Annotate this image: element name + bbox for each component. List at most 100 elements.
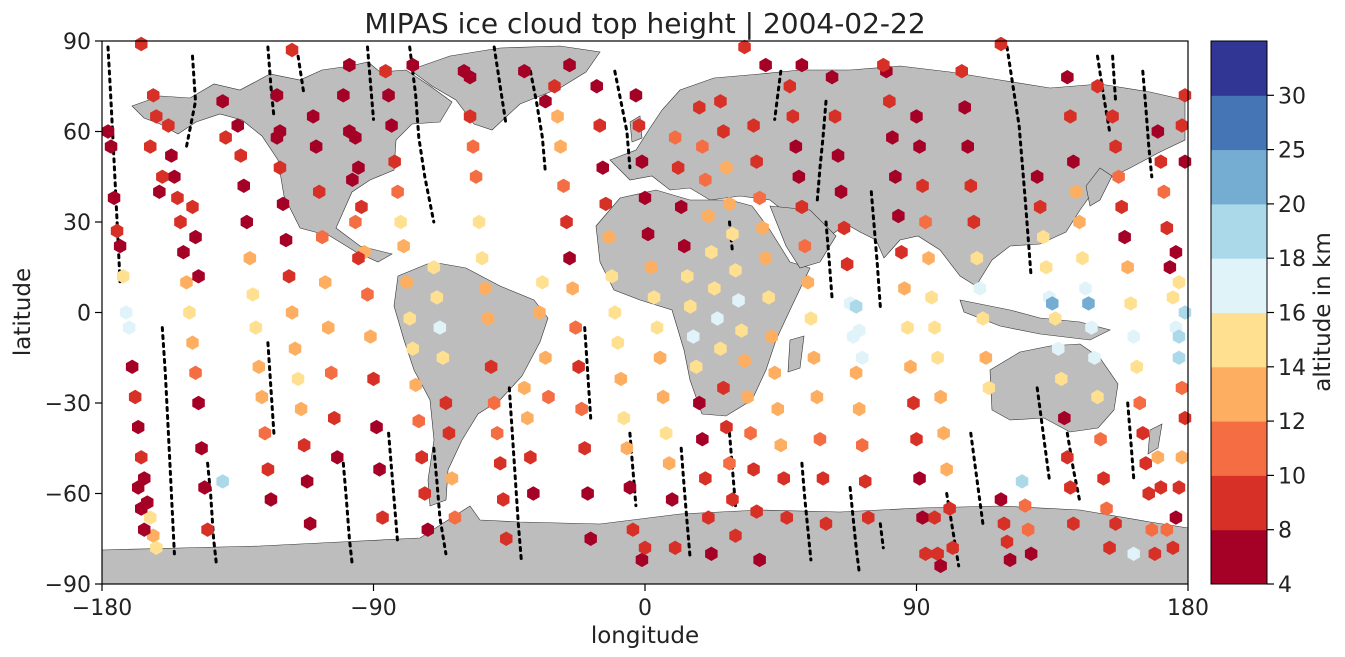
cloud-top-marker — [840, 257, 854, 272]
cloud-top-marker — [656, 389, 670, 405]
cloud-top-marker — [328, 410, 341, 426]
y-tick-label: 0 — [77, 302, 91, 327]
cloud-top-marker — [702, 208, 715, 224]
cloud-top-marker — [240, 214, 253, 230]
no-cloud-track — [815, 99, 828, 206]
cloud-top-marker — [400, 275, 413, 290]
cloud-top-marker — [774, 438, 787, 453]
cloud-top-marker — [258, 426, 272, 441]
cloud-top-marker — [747, 118, 760, 133]
cloud-top-marker — [901, 320, 914, 335]
cloud-top-marker — [856, 438, 869, 453]
colorbar-segment — [1211, 529, 1267, 585]
cloud-top-marker — [331, 450, 344, 465]
cloud-top-marker — [937, 426, 950, 441]
no-cloud-track — [206, 461, 219, 568]
cloud-top-marker — [859, 474, 872, 489]
cloud-top-marker — [1139, 456, 1152, 471]
cloud-top-marker — [798, 238, 812, 254]
colorbar-tick-label: 25 — [1278, 139, 1306, 164]
cloud-top-marker — [1142, 486, 1155, 501]
cloud-top-marker — [1136, 426, 1149, 441]
no-cloud-track — [1065, 431, 1081, 501]
y-tick-label: −90 — [45, 573, 91, 598]
cloud-top-marker — [119, 305, 133, 320]
cloud-top-marker — [575, 401, 588, 417]
no-cloud-track — [1035, 386, 1051, 480]
cloud-top-marker — [394, 214, 407, 230]
cloud-top-marker — [849, 365, 863, 380]
cloud-top-marker — [1157, 184, 1171, 199]
cloud-top-marker — [1052, 341, 1065, 356]
cloud-top-marker — [1018, 498, 1032, 513]
cloud-top-marker — [306, 109, 320, 124]
colorbar-tick-label: 8 — [1278, 519, 1292, 544]
cloud-top-marker — [665, 492, 679, 507]
cloud-top-markers — [101, 36, 1192, 574]
no-cloud-track — [266, 45, 276, 118]
cloud-top-marker — [1163, 260, 1177, 275]
cloud-top-marker — [659, 426, 673, 441]
cloud-top-marker — [180, 275, 193, 290]
cloud-top-marker — [261, 462, 275, 477]
cloud-top-marker — [168, 169, 181, 184]
cloud-top-marker — [563, 57, 576, 73]
cloud-top-marker — [862, 510, 875, 525]
cloud-top-marker — [216, 94, 229, 109]
colorbar-tick-label: 20 — [1278, 193, 1306, 218]
cloud-top-marker — [1127, 546, 1140, 561]
cloud-top-marker — [705, 245, 718, 260]
cloud-top-marker — [1076, 251, 1089, 266]
x-tick-label: −180 — [72, 596, 132, 621]
cloud-top-marker — [889, 169, 902, 184]
cloud-top-marker — [494, 456, 507, 471]
cloud-top-marker — [110, 223, 124, 239]
cloud-top-marker — [309, 139, 323, 154]
no-cloud-track — [1005, 45, 1033, 278]
colorbar-segment — [1211, 41, 1267, 96]
no-cloud-tracks — [106, 45, 1154, 574]
colorbar-label: altitude in km — [1310, 232, 1336, 392]
cloud-top-marker — [1154, 154, 1168, 169]
cloud-top-marker — [699, 172, 712, 187]
cloud-top-marker — [593, 118, 606, 133]
cloud-top-marker — [409, 377, 422, 393]
y-tick-label: 90 — [63, 30, 91, 55]
cloud-top-marker — [300, 474, 314, 489]
cloud-top-marker — [255, 389, 269, 405]
cloud-top-marker — [1033, 199, 1047, 215]
cloud-top-marker — [472, 214, 486, 230]
cloud-top-marker — [373, 462, 386, 477]
cloud-top-marker — [596, 160, 609, 175]
cloud-top-marker — [487, 395, 501, 411]
cloud-top-marker — [343, 57, 356, 73]
cloud-top-marker — [524, 450, 537, 465]
cloud-top-marker — [264, 492, 278, 507]
cloud-top-marker — [192, 269, 205, 284]
cloud-top-marker — [668, 130, 682, 145]
cloud-top-marker — [699, 471, 712, 486]
cloud-top-marker — [895, 245, 908, 260]
colorbar-segment — [1211, 95, 1267, 151]
cloud-top-marker — [1130, 359, 1143, 374]
x-tick-label: 0 — [638, 596, 652, 621]
cloud-top-marker — [273, 160, 287, 175]
cloud-top-marker — [1064, 480, 1077, 495]
cloud-top-marker — [1046, 296, 1059, 311]
cloud-top-marker — [684, 299, 697, 314]
cloud-top-marker — [183, 305, 196, 320]
cloud-top-marker — [970, 251, 984, 266]
no-cloud-track — [800, 461, 813, 562]
y-axis-label: latitude — [10, 268, 36, 356]
cloud-top-marker — [608, 305, 622, 320]
no-cloud-track — [969, 431, 985, 526]
cloud-top-marker — [1166, 540, 1180, 555]
cloud-top-marker — [647, 290, 661, 305]
cloud-top-marker — [153, 184, 166, 199]
cloud-top-marker — [744, 426, 757, 441]
cloud-top-marker — [367, 371, 380, 387]
plot-area — [101, 36, 1192, 585]
cloud-top-marker — [388, 154, 401, 169]
cloud-top-marker — [237, 178, 250, 193]
no-cloud-track — [266, 341, 276, 435]
